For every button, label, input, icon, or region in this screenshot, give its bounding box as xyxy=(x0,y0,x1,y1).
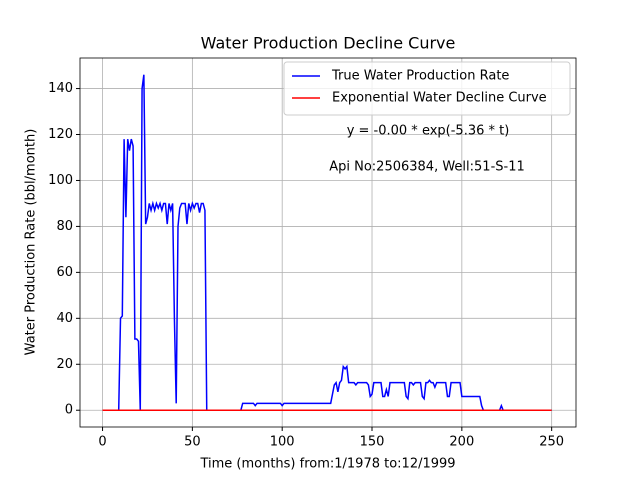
y-tick-label: 100 xyxy=(48,173,73,188)
y-axis-label: Water Production Rate (bbl/month) xyxy=(24,129,39,356)
x-tick-label: 250 xyxy=(539,435,564,450)
x-tick-label: 150 xyxy=(360,435,385,450)
y-tick-label: 140 xyxy=(48,81,73,96)
legend-label: True Water Production Rate xyxy=(331,69,509,84)
legend-label: Exponential Water Decline Curve xyxy=(332,91,547,106)
y-tick-label: 40 xyxy=(56,311,73,326)
y-tick-label: 120 xyxy=(48,127,73,142)
y-tick-label: 80 xyxy=(56,219,73,234)
x-axis-label: Time (months) from:1/1978 to:12/1999 xyxy=(199,457,455,472)
annotation: Api No:2506384, Well:51-S-11 xyxy=(329,160,525,175)
x-tick-label: 50 xyxy=(184,435,201,450)
x-tick-label: 200 xyxy=(449,435,474,450)
annotation: y = -0.00 * exp(-5.36 * t) xyxy=(347,124,510,139)
plot-frame xyxy=(79,57,577,428)
x-tick-label: 0 xyxy=(98,435,106,450)
chart-title: Water Production Decline Curve xyxy=(201,34,456,53)
legend-box xyxy=(283,61,571,116)
y-tick-label: 0 xyxy=(65,403,73,418)
data-line xyxy=(102,74,552,411)
y-tick-label: 20 xyxy=(56,357,73,372)
x-tick-label: 100 xyxy=(270,435,295,450)
y-tick-label: 60 xyxy=(56,265,73,280)
